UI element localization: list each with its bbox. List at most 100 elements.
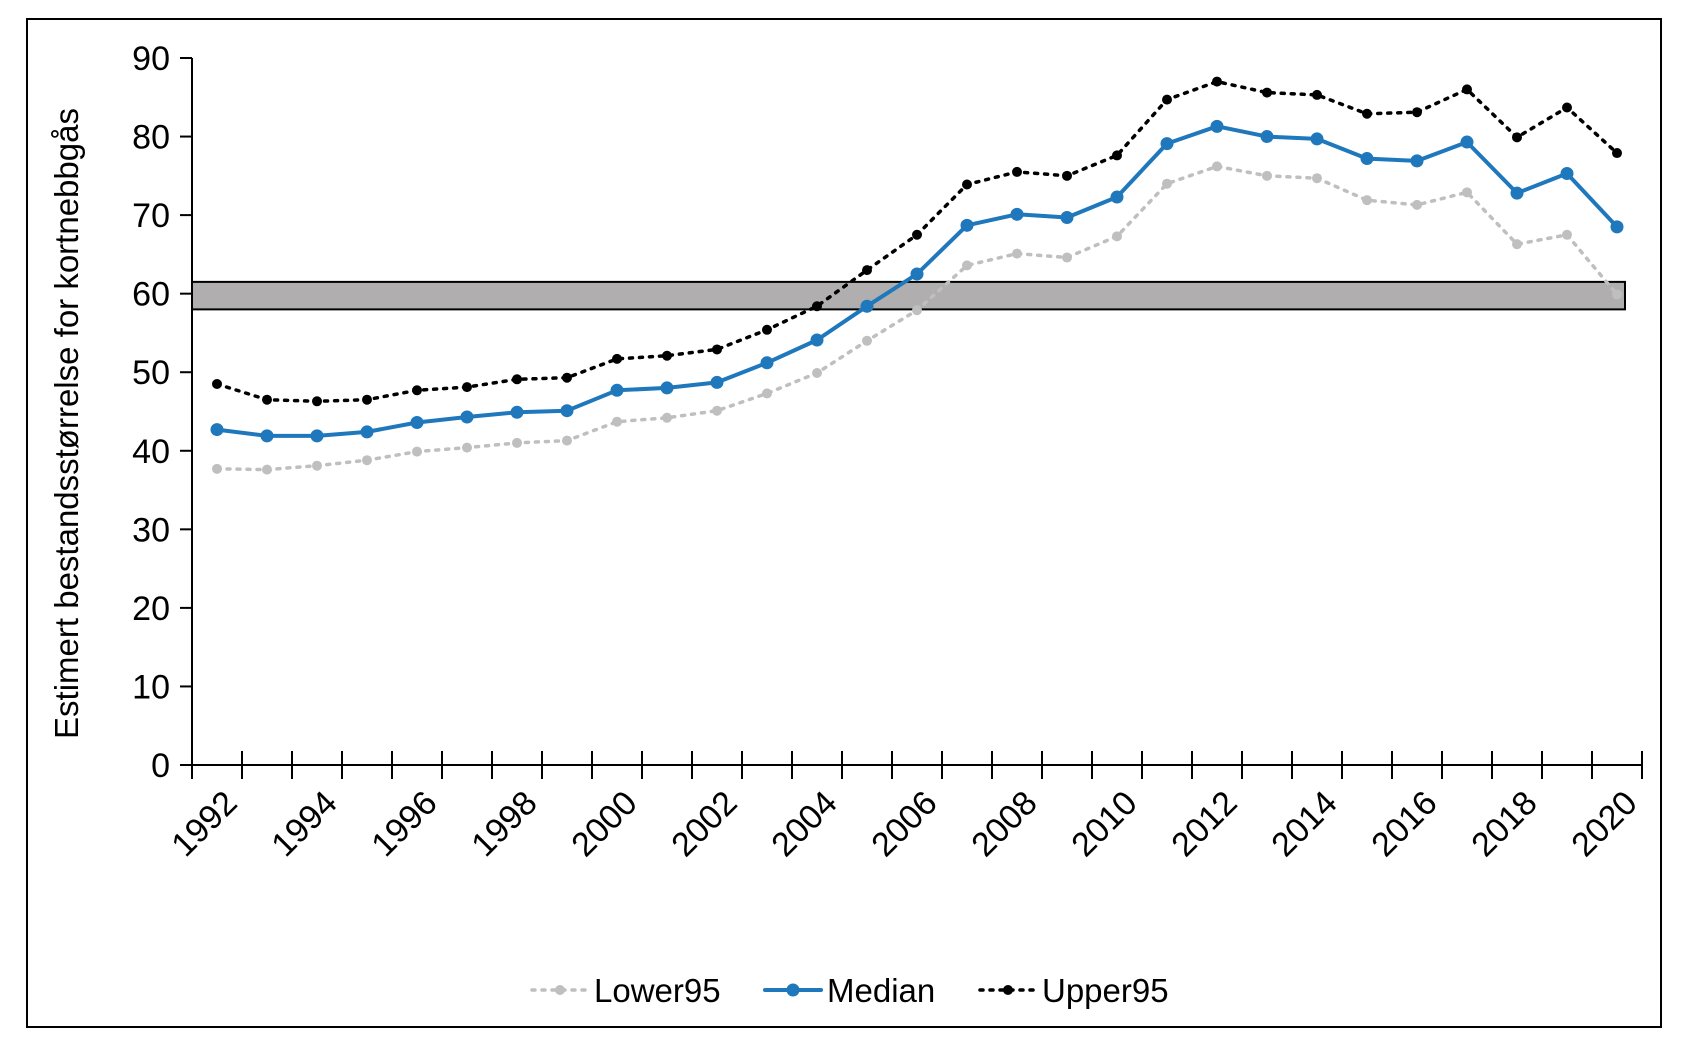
x-tick-label: 2004 xyxy=(764,784,844,864)
x-tick-label: 2006 xyxy=(864,784,944,864)
data-point-median xyxy=(910,267,924,281)
data-point-lower95 xyxy=(862,335,872,346)
x-tick-label: 2016 xyxy=(1364,784,1444,864)
x-tick-label: 1994 xyxy=(264,784,344,864)
data-point-median xyxy=(1610,220,1624,234)
data-point-lower95 xyxy=(1462,187,1472,198)
data-point-lower95 xyxy=(1112,231,1122,242)
data-point-lower95 xyxy=(762,388,772,399)
legend-label-lower95: Lower95 xyxy=(594,972,721,1009)
data-point-upper95 xyxy=(612,353,622,364)
y-tick-label: 90 xyxy=(132,40,170,78)
data-point-upper95 xyxy=(1112,150,1122,161)
x-tick-label: 2012 xyxy=(1164,784,1244,864)
data-point-upper95 xyxy=(812,301,822,312)
data-point-median xyxy=(1560,166,1574,180)
data-point-lower95 xyxy=(512,437,522,448)
data-point-upper95 xyxy=(1562,102,1572,113)
data-point-lower95 xyxy=(812,368,822,379)
data-point-upper95 xyxy=(1512,132,1522,143)
chart-frame xyxy=(26,18,1662,1028)
data-point-median xyxy=(1510,186,1524,200)
legend-label-upper95: Upper95 xyxy=(1042,972,1169,1009)
data-point-upper95 xyxy=(262,394,272,405)
y-tick-label: 80 xyxy=(132,119,170,157)
legend-label-median: Median xyxy=(827,972,935,1009)
x-tick-label: 2008 xyxy=(964,784,1044,864)
data-point-upper95 xyxy=(762,324,772,335)
data-point-lower95 xyxy=(1312,173,1322,184)
data-point-lower95 xyxy=(912,305,922,316)
data-point-median xyxy=(1310,132,1324,146)
data-point-lower95 xyxy=(662,412,672,423)
data-point-median xyxy=(1110,190,1124,204)
data-point-median xyxy=(1160,137,1174,151)
data-point-lower95 xyxy=(962,260,972,271)
data-point-upper95 xyxy=(1462,84,1472,95)
data-point-median xyxy=(1360,152,1374,166)
data-point-median xyxy=(1260,130,1274,144)
data-point-upper95 xyxy=(412,385,422,396)
x-tick-label: 2002 xyxy=(664,784,744,864)
data-point-lower95 xyxy=(1212,161,1222,172)
x-tick-label: 1996 xyxy=(364,784,444,864)
data-point-median xyxy=(310,429,324,443)
data-point-lower95 xyxy=(1562,229,1572,240)
series-line-upper95 xyxy=(215,79,1619,404)
x-tick-label: 2014 xyxy=(1264,784,1344,864)
data-point-median xyxy=(960,218,974,232)
data-point-median xyxy=(610,383,624,397)
legend-marker-median xyxy=(786,983,800,997)
y-tick-label: 60 xyxy=(132,276,170,314)
y-tick-label: 30 xyxy=(132,511,170,549)
data-point-median xyxy=(260,429,274,443)
x-tick-label: 2018 xyxy=(1464,784,1544,864)
data-point-upper95 xyxy=(1412,107,1422,118)
data-point-lower95 xyxy=(562,435,572,446)
target-band xyxy=(191,280,1626,311)
data-point-median xyxy=(360,425,374,439)
series-layer xyxy=(210,76,1624,475)
data-point-lower95 xyxy=(412,446,422,457)
data-point-median xyxy=(510,405,524,419)
x-tick-label: 2010 xyxy=(1064,784,1144,864)
data-point-lower95 xyxy=(1062,252,1072,263)
y-tick-label: 20 xyxy=(132,590,170,628)
data-point-upper95 xyxy=(1062,170,1072,181)
data-point-upper95 xyxy=(712,344,722,355)
data-point-median xyxy=(760,356,774,370)
data-point-upper95 xyxy=(662,350,672,361)
data-point-median xyxy=(660,381,674,395)
data-point-median xyxy=(1460,135,1474,149)
data-point-lower95 xyxy=(212,463,222,474)
data-point-upper95 xyxy=(462,382,472,393)
y-tick-label: 70 xyxy=(132,197,170,235)
data-point-upper95 xyxy=(362,394,372,405)
series-line-lower95 xyxy=(215,164,1619,472)
legend: Lower95 Median Upper95 xyxy=(530,972,1169,1009)
data-point-lower95 xyxy=(462,442,472,453)
data-point-upper95 xyxy=(1162,94,1172,105)
y-tick-label: 10 xyxy=(132,668,170,706)
data-point-upper95 xyxy=(1212,76,1222,87)
y-tick-label: 50 xyxy=(132,354,170,392)
data-point-median xyxy=(410,415,424,429)
data-point-upper95 xyxy=(1362,108,1372,119)
data-point-upper95 xyxy=(962,179,972,190)
data-point-upper95 xyxy=(312,396,322,407)
data-point-upper95 xyxy=(1012,166,1022,177)
data-point-lower95 xyxy=(262,464,272,475)
data-point-median xyxy=(1060,210,1074,224)
x-tick-label: 2000 xyxy=(564,784,644,864)
data-point-median xyxy=(1410,154,1424,168)
data-point-lower95 xyxy=(712,405,722,416)
data-point-upper95 xyxy=(212,379,222,390)
data-point-median xyxy=(1210,119,1224,133)
data-point-upper95 xyxy=(1612,148,1622,159)
y-tick-label: 0 xyxy=(151,747,170,785)
x-tick-label: 1992 xyxy=(164,784,244,864)
data-point-median xyxy=(710,375,724,389)
data-point-median xyxy=(210,423,224,437)
data-point-lower95 xyxy=(1612,289,1622,300)
